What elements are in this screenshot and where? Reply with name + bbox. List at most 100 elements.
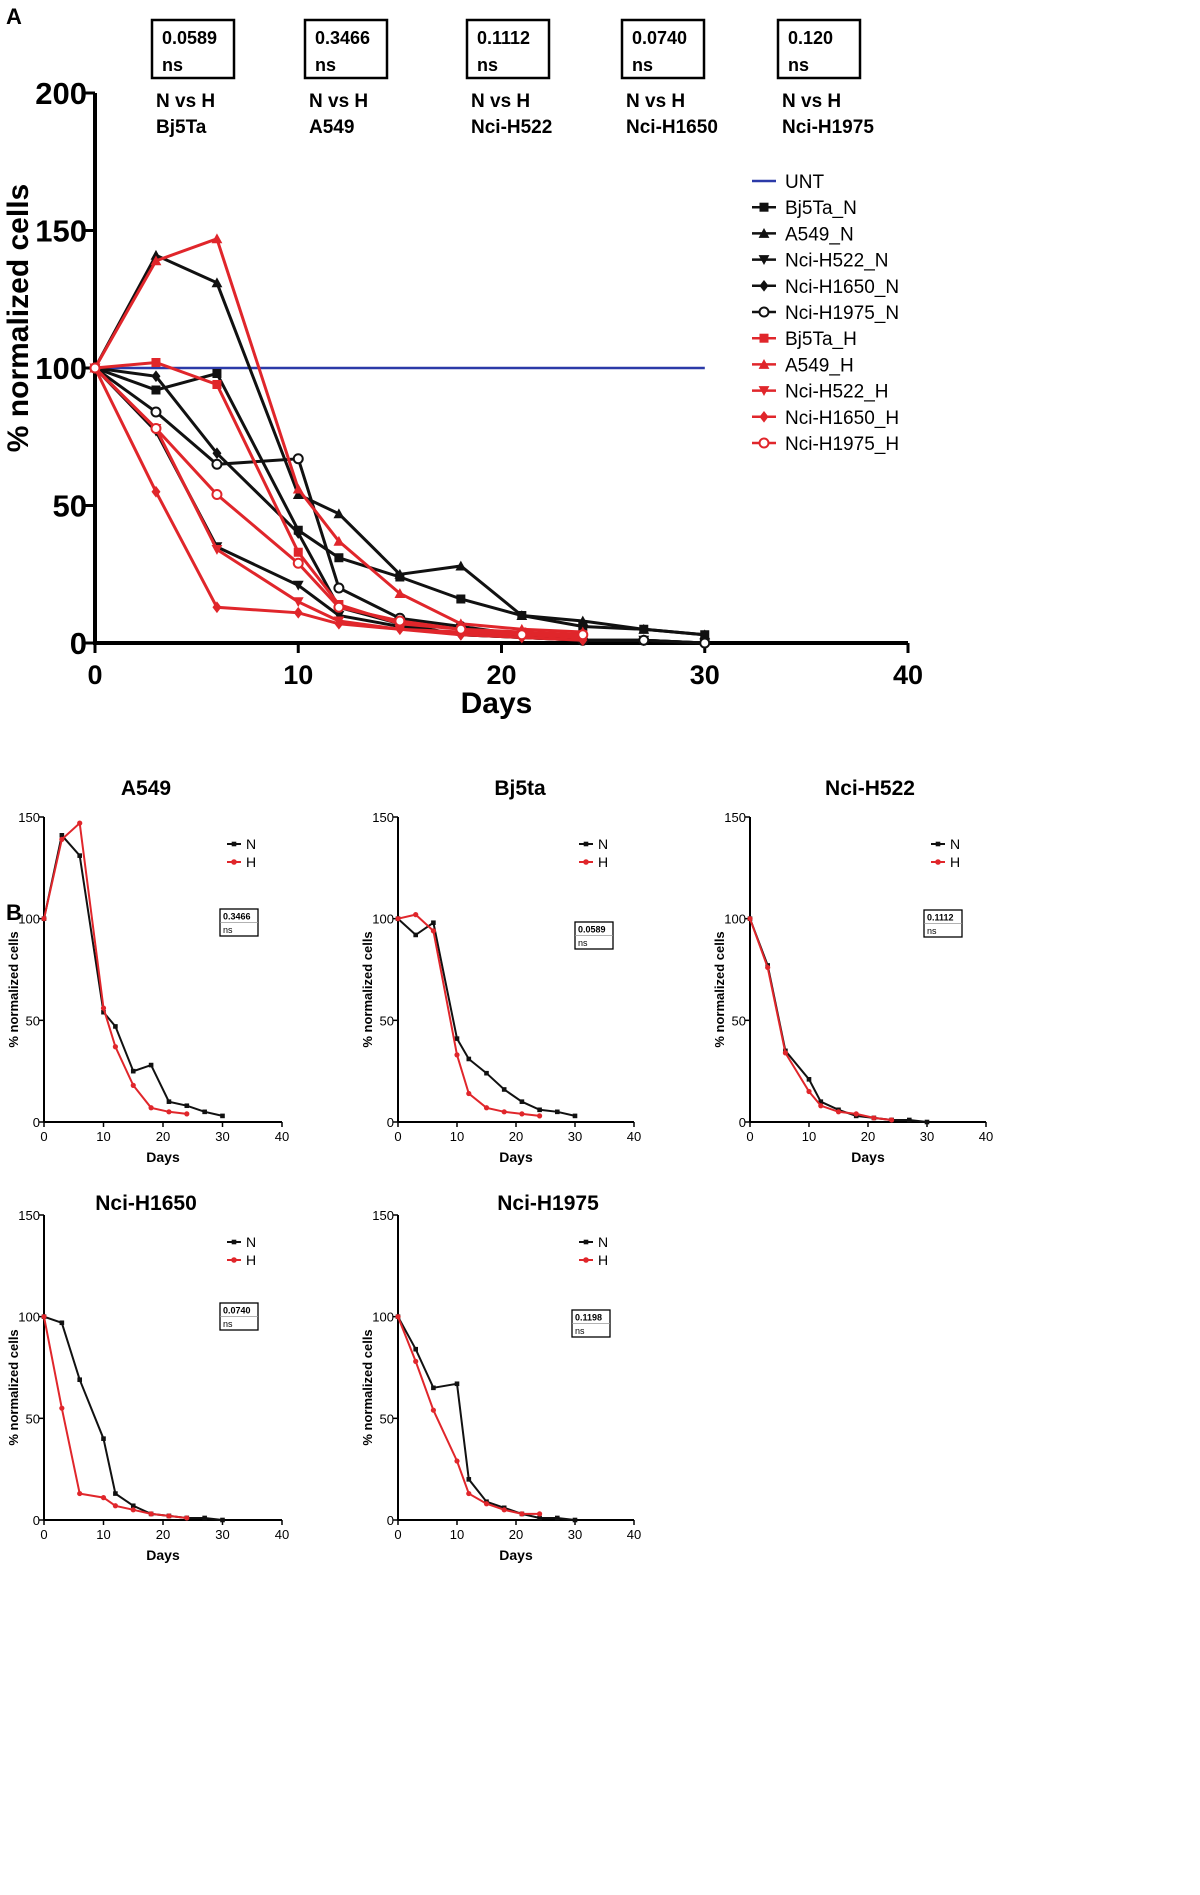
data-point — [292, 557, 304, 569]
data-point — [413, 1358, 419, 1364]
data-point — [537, 1113, 543, 1119]
data-point — [466, 1056, 472, 1062]
panel-a-stat-group: 0.0589 ns N vs H Bj5Ta — [150, 18, 236, 138]
x-axis-label: Days — [146, 1149, 180, 1165]
panel-label-a: A — [6, 4, 22, 29]
legend-marker — [583, 1239, 589, 1245]
panel-a-y-axis-label: % normalized cells — [2, 184, 35, 452]
cell-line-label: Nci-H1975 — [782, 117, 874, 138]
data-point — [871, 1115, 877, 1121]
legend-marker — [935, 859, 941, 865]
data-point — [184, 1515, 190, 1521]
y-tick-label: 0 — [387, 1513, 394, 1528]
data-point — [166, 1099, 172, 1104]
legend-marker — [758, 255, 770, 265]
panel-a-x-tick-label: 40 — [893, 660, 923, 690]
data-point — [413, 912, 419, 918]
legend-label: H — [246, 854, 256, 870]
y-tick-label: 150 — [724, 810, 746, 825]
significance-text: ns — [223, 925, 233, 935]
data-point — [89, 362, 101, 374]
data-point — [537, 1515, 542, 1521]
data-point — [806, 1077, 812, 1082]
legend-marker — [583, 1257, 589, 1263]
legend-marker — [758, 386, 770, 396]
data-point — [211, 277, 223, 288]
data-point — [150, 249, 162, 260]
x-tick-label: 40 — [275, 1129, 289, 1144]
data-point — [202, 1515, 207, 1521]
legend-item: Nci-H522_H — [752, 382, 888, 403]
panel-a-x-axis-label: Days — [461, 687, 533, 720]
y-axis-label: % normalized cells — [712, 931, 727, 1047]
panel-a-x-tick-label: 30 — [690, 660, 720, 690]
data-point — [41, 1314, 47, 1320]
series-line — [93, 366, 705, 645]
x-tick-label: 30 — [215, 1129, 229, 1144]
legend-label: N — [598, 836, 608, 852]
pvalue-box — [620, 18, 706, 80]
legend-item: Nci-H1975_H — [752, 434, 899, 455]
legend-marker — [759, 410, 769, 423]
data-point — [166, 1513, 172, 1519]
legend-item: Nci-H1650_N — [752, 277, 899, 298]
x-tick-label: 40 — [275, 1527, 289, 1542]
chart-Nci-H1650: Nci-H1650 0 50 100 150 0 10 20 30 40 Days % normali… — [6, 1192, 289, 1563]
legend-item: N — [579, 836, 608, 852]
data-point — [292, 597, 304, 608]
data-point — [112, 1044, 118, 1050]
legend-marker — [231, 1239, 237, 1245]
data-point — [924, 1119, 930, 1125]
significance-text: ns — [578, 938, 588, 948]
y-tick-label: 50 — [26, 1013, 40, 1028]
data-point — [454, 1381, 460, 1387]
significance-text: ns — [162, 55, 183, 75]
data-point — [519, 1099, 525, 1104]
x-tick-label: 0 — [746, 1129, 753, 1144]
data-point — [537, 1511, 543, 1517]
data-point — [151, 385, 161, 395]
panel-a-y-tick-label: 200 — [35, 76, 87, 111]
data-point — [454, 1052, 460, 1058]
x-tick-label: 30 — [920, 1129, 934, 1144]
data-point — [572, 1517, 578, 1523]
data-point — [578, 622, 588, 631]
legend-marker — [231, 1257, 237, 1263]
data-point — [101, 1436, 106, 1441]
panel-a-x-tick-label: 20 — [486, 660, 516, 690]
x-tick-label: 10 — [450, 1129, 464, 1144]
data-point — [555, 1515, 560, 1521]
data-point — [101, 1009, 106, 1015]
comparison-label: N vs H — [471, 91, 530, 112]
legend-item: UNT — [752, 172, 824, 193]
series-Nci-H1975_H — [89, 362, 589, 641]
legend-item: Nci-H1975_N — [752, 303, 899, 324]
data-point — [907, 1117, 912, 1123]
pvalue-text: 0.3466 — [223, 912, 251, 922]
chart-A549: A549 0 50 100 150 0 10 20 30 40 Days % normalized c… — [6, 777, 289, 1165]
data-point — [699, 629, 711, 640]
x-tick-label: 40 — [627, 1527, 641, 1542]
data-point — [765, 964, 771, 971]
legend-marker — [231, 859, 237, 865]
data-point — [333, 601, 345, 613]
legend-item: H — [931, 854, 960, 870]
panel-a-stat-group: 0.1112 ns N vs H Nci-H522 — [465, 18, 552, 138]
legend-item: A549_H — [752, 355, 854, 376]
data-point — [501, 1109, 507, 1115]
data-point — [130, 1507, 136, 1513]
legend-item: H — [227, 854, 256, 870]
y-tick-label: 100 — [18, 912, 40, 927]
x-tick-label: 10 — [96, 1527, 110, 1542]
legend-marker — [935, 841, 941, 847]
x-axis-label: Days — [851, 1149, 885, 1165]
cell-line-label: Nci-H522 — [471, 117, 552, 138]
chart-title: A549 — [121, 777, 171, 800]
data-point — [184, 1111, 190, 1117]
data-point — [806, 1088, 812, 1095]
data-point — [150, 255, 162, 266]
y-tick-label: 150 — [18, 1208, 40, 1223]
significance-text: ns — [315, 55, 336, 75]
pvalue-box — [465, 18, 551, 80]
data-point — [148, 1062, 154, 1068]
